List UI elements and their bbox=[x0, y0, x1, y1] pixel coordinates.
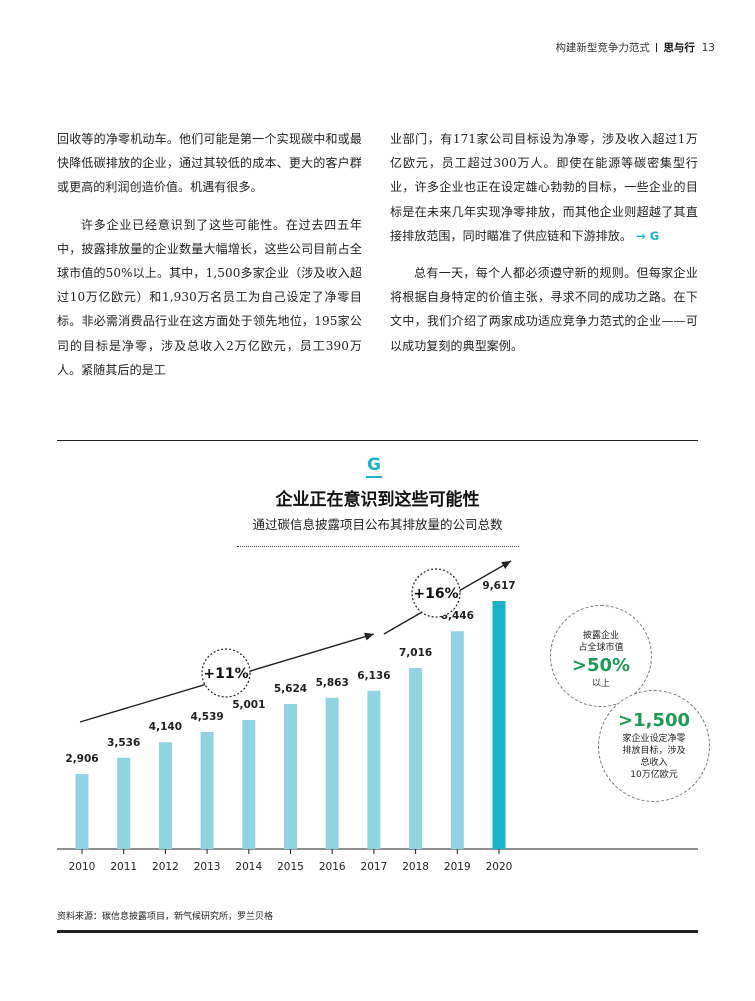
right-column: 业部门，有171家公司目标设为净零，涉及收入超过1万亿欧元，员工超过300万人。… bbox=[390, 127, 698, 371]
net-zero-callout: >1,500 家企业设定净零 排放目标，涉及 总收入 10万亿欧元 bbox=[598, 690, 710, 802]
left-column: 回收等的净零机动车。他们可能是第一个实现碳中和或最快降低碳排放的企业，通过其较低… bbox=[57, 127, 362, 395]
chart-title: 企业正在意识到这些可能性 bbox=[275, 490, 480, 510]
figure-marker: G bbox=[367, 455, 381, 475]
bar bbox=[200, 731, 214, 849]
growth-bubble-11 bbox=[201, 648, 251, 698]
data-label: 3,536 bbox=[107, 737, 140, 749]
header-chapter: 思与行 bbox=[663, 42, 695, 54]
bar bbox=[284, 703, 297, 849]
tick-label: 2018 bbox=[402, 861, 429, 873]
callout-text: 以上 bbox=[591, 679, 610, 689]
chart-subtitle: 通过碳信息披露项目公布其排放量的公司总数 bbox=[252, 517, 503, 532]
data-label: 9,617 bbox=[482, 580, 515, 592]
callout-text: 总收入 bbox=[640, 758, 668, 768]
data-label: 8,446 bbox=[441, 610, 474, 622]
callout-value: >50% bbox=[571, 655, 631, 676]
title-dotted-divider bbox=[237, 546, 519, 547]
tick-label: 2017 bbox=[361, 861, 388, 873]
tick-label: 2010 bbox=[69, 861, 96, 873]
header-divider bbox=[655, 43, 658, 52]
bar bbox=[242, 720, 256, 849]
page-number: 13 bbox=[701, 42, 715, 54]
bar bbox=[75, 774, 89, 849]
tick-label: 2011 bbox=[110, 861, 137, 873]
callout-text: 占全球市值 bbox=[578, 643, 624, 653]
figure-link[interactable]: → G bbox=[635, 228, 660, 243]
callout-text: 10万亿欧元 bbox=[630, 770, 678, 780]
data-label: 4,140 bbox=[149, 721, 182, 733]
paragraph: 业部门，有171家公司目标设为净零，涉及收入超过1万亿欧元，员工超过300万人。… bbox=[390, 127, 698, 248]
tick-label: 2020 bbox=[486, 861, 513, 873]
tick-label: 2013 bbox=[194, 861, 221, 873]
trend-arrow-2010-2017-head bbox=[364, 632, 374, 641]
tick-label: 2016 bbox=[319, 861, 346, 873]
tick-label: 2014 bbox=[235, 861, 262, 873]
bar bbox=[409, 668, 423, 849]
tick-label: 2015 bbox=[277, 861, 304, 873]
page-bottom-rule bbox=[57, 930, 698, 933]
callout-text: 披露企业 bbox=[582, 631, 619, 641]
paragraph-text: 业部门，有171家公司目标设为净零，涉及收入超过1万亿欧元，员工超过300万人。… bbox=[390, 132, 698, 243]
callout-text: 排放目标，涉及 bbox=[622, 746, 686, 756]
figure-top-rule bbox=[57, 440, 698, 441]
market-cap-callout: 披露企业 占全球市值 >50% 以上 bbox=[550, 605, 652, 707]
tick-label: 2019 bbox=[444, 861, 471, 873]
data-label: 5,624 bbox=[274, 683, 307, 695]
bar bbox=[158, 742, 172, 849]
bar bbox=[367, 690, 381, 849]
bar bbox=[117, 757, 131, 849]
data-label: 4,539 bbox=[190, 711, 223, 723]
tick-label: 2012 bbox=[152, 861, 179, 873]
trend-arrow-2017-2020-head bbox=[501, 561, 511, 569]
header-section: 构建新型竞争力范式 bbox=[555, 42, 650, 54]
data-label: 5,001 bbox=[232, 699, 265, 711]
growth-bubble-16 bbox=[411, 568, 461, 618]
bar bbox=[450, 631, 464, 849]
paragraph: 总有一天，每个人都必须遵守新的规则。但每家企业将根据自身特定的价值主张，寻求不同… bbox=[390, 266, 698, 353]
data-label: 6,136 bbox=[357, 670, 390, 682]
paragraph: 回收等的净零机动车。他们可能是第一个实现碳中和或最快降低碳排放的企业，通过其较低… bbox=[57, 132, 362, 195]
data-label: 5,863 bbox=[316, 677, 349, 689]
bar bbox=[325, 697, 339, 849]
running-header: 构建新型竞争力范式 思与行 13 bbox=[555, 40, 715, 55]
figure-marker-underline bbox=[366, 476, 382, 478]
growth-bubble-11-label: +11% bbox=[203, 666, 248, 682]
paragraph: 许多企业已经意识到了这些可能性。在过去四五年中，披露排放量的企业数量大幅增长，这… bbox=[57, 217, 362, 377]
data-label: 2,906 bbox=[65, 753, 98, 765]
callout-text: 家企业设定净零 bbox=[622, 734, 686, 744]
callout-value: >1,500 bbox=[617, 710, 691, 731]
bar bbox=[492, 601, 506, 849]
data-label: 7,016 bbox=[399, 647, 432, 659]
growth-bubble-16-label: +16% bbox=[413, 586, 458, 602]
source-note: 资料来源：碳信息披露项目，新气候研究所，罗兰贝格 bbox=[57, 912, 274, 922]
